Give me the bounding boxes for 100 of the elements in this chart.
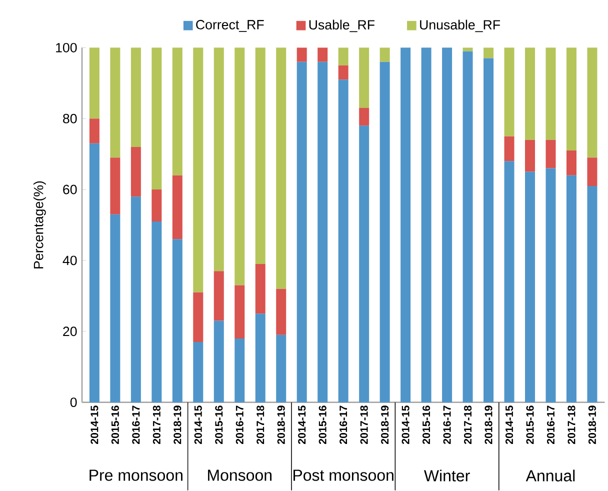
bar	[525, 48, 535, 140]
bar	[338, 48, 348, 66]
bar	[255, 264, 266, 314]
x-tick-label: 2018-19	[484, 406, 492, 444]
bar	[296, 48, 307, 62]
bar	[546, 168, 556, 402]
bar	[546, 140, 556, 168]
bar	[89, 144, 100, 402]
bar	[525, 172, 535, 402]
bar	[214, 48, 224, 272]
x-tick-label: 2014-15	[505, 406, 514, 444]
bar	[110, 48, 120, 158]
text: Post monsoon	[294, 470, 394, 481]
bar	[359, 48, 370, 108]
bar	[255, 48, 266, 264]
legend-label: Unusable_RF	[420, 20, 500, 32]
x-tick-label: 2016-17	[132, 406, 140, 444]
bar	[504, 136, 514, 162]
x-tick-label: 2017-18	[256, 406, 264, 444]
y-tick-label: 20	[63, 326, 77, 336]
text: Pre monsoon	[90, 470, 182, 481]
bar	[338, 66, 348, 80]
legend-label: Usable_RF	[309, 20, 374, 32]
bar	[193, 292, 204, 342]
bar	[566, 150, 576, 176]
bar	[276, 48, 286, 289]
x-tick-label: 2015-16	[215, 406, 223, 444]
bar	[276, 335, 286, 402]
x-tick-label: 2017-18	[464, 406, 472, 444]
y-tick-label: 100	[56, 43, 77, 53]
bar	[318, 48, 328, 62]
x-tick-label: 2016-17	[443, 406, 451, 444]
bar	[130, 147, 141, 197]
bar	[587, 48, 598, 158]
bar	[89, 118, 100, 144]
x-tick-label: 2015-16	[526, 406, 534, 444]
bar	[214, 271, 224, 321]
text: Winter	[424, 470, 470, 482]
bar	[172, 48, 182, 176]
bar	[234, 48, 245, 286]
legend-label: Correct_RF	[196, 20, 264, 32]
x-tick-label: 2015-16	[318, 406, 326, 444]
bar	[172, 175, 182, 240]
bar	[421, 48, 432, 402]
bar	[525, 140, 535, 172]
bar	[172, 239, 182, 402]
x-tick-label: 2016-17	[236, 406, 244, 444]
bar	[276, 288, 286, 336]
y-tick-label: 0	[70, 398, 77, 408]
bar	[234, 285, 245, 339]
y-tick-label: 40	[62, 256, 77, 266]
bar	[504, 161, 514, 402]
bar	[359, 108, 370, 126]
bar	[462, 51, 473, 402]
bar	[484, 58, 494, 402]
x-tick-label: 2017-18	[360, 406, 368, 444]
x-tick-label: 2018-19	[174, 406, 182, 444]
bar	[338, 80, 348, 402]
bar	[214, 320, 224, 402]
bar	[296, 62, 307, 402]
x-tick-label: 2018-19	[381, 406, 389, 444]
bar	[130, 48, 141, 148]
x-tick-label: 2015-16	[111, 406, 119, 444]
bar	[380, 48, 390, 62]
bar	[566, 175, 576, 402]
y-tick-label: 60	[63, 184, 77, 194]
bar	[152, 48, 162, 190]
bar	[484, 48, 494, 58]
x-tick-label: 2014-15	[402, 406, 410, 444]
x-tick-label: 2016-17	[546, 406, 555, 444]
x-tick-label: 2018-19	[277, 406, 285, 444]
bar	[462, 48, 473, 52]
x-tick-label: 2017-18	[568, 406, 576, 444]
bar	[193, 342, 204, 402]
y-axis-title: Percentage(%)	[33, 182, 46, 269]
y-tick-label: 80	[63, 114, 77, 124]
bar	[442, 48, 452, 402]
x-tick-label: 2016-17	[340, 406, 348, 444]
x-tick-label: 2014-15	[298, 406, 306, 444]
bar	[255, 314, 266, 402]
bar	[380, 62, 390, 402]
text: Monsoon	[208, 470, 272, 481]
bar	[587, 186, 598, 402]
x-tick-label: 2014-15	[90, 406, 98, 444]
bar	[359, 126, 370, 402]
x-tick-label: 2017-18	[152, 406, 160, 444]
bar	[587, 158, 598, 186]
bar	[89, 48, 100, 119]
x-tick-label: 2018-19	[588, 406, 596, 444]
bar	[400, 48, 411, 402]
bar	[152, 222, 162, 402]
bar	[234, 338, 245, 402]
bar	[318, 62, 328, 402]
bar	[546, 48, 556, 140]
bar	[152, 190, 162, 222]
bar	[504, 48, 514, 136]
bar	[566, 48, 576, 151]
bar	[130, 196, 141, 402]
bar	[110, 158, 120, 214]
text: Annual	[526, 470, 575, 482]
